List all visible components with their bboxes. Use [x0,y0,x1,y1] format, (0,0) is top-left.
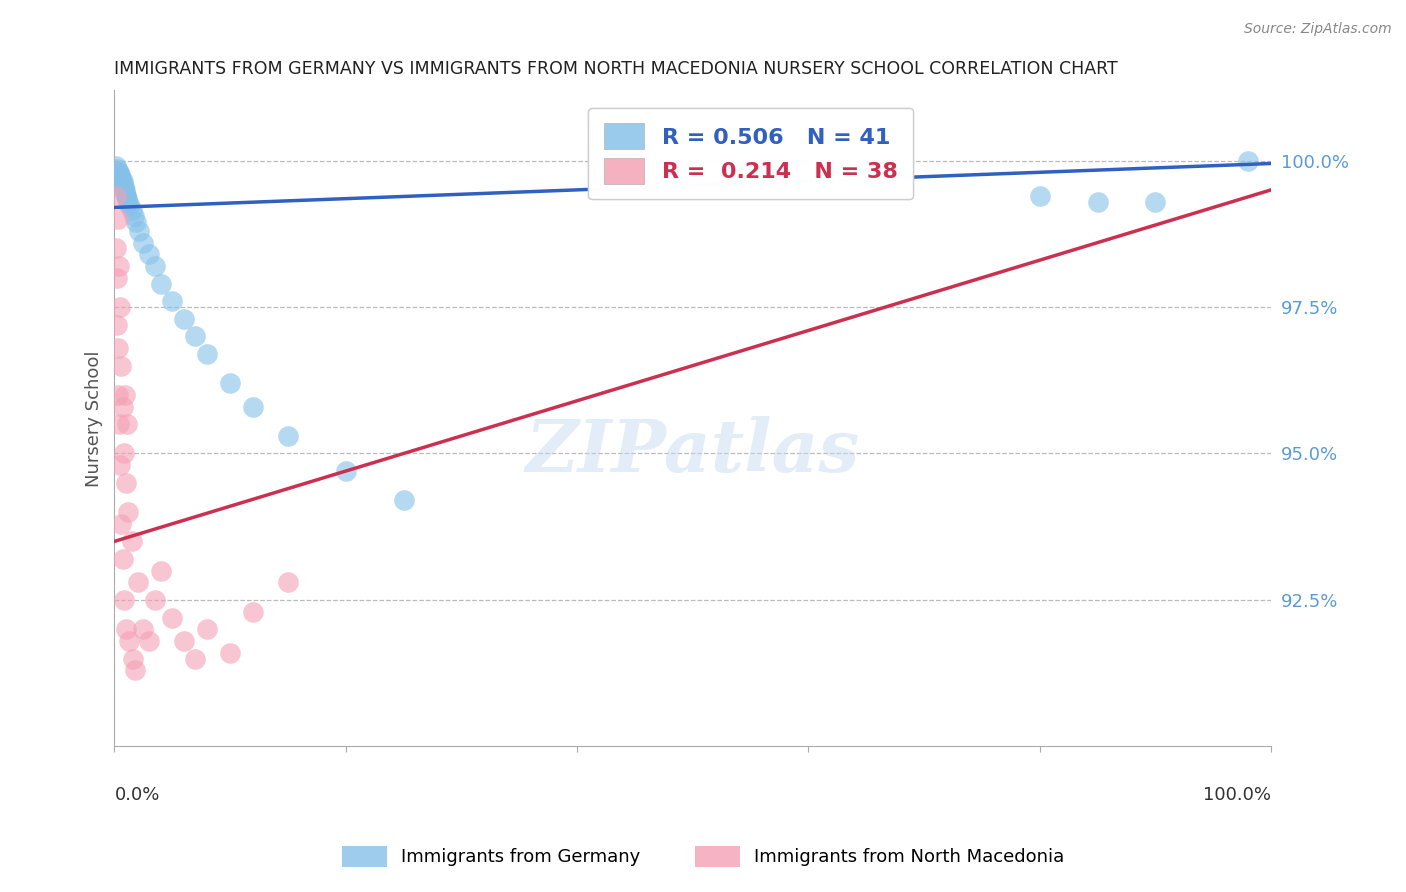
Point [195,622,218,636]
Point [114,183,136,197]
Text: IMMIGRANTS FROM GERMANY VS IMMIGRANTS FROM NORTH MACEDONIA NURSERY SCHOOL CORREL: IMMIGRANTS FROM GERMANY VS IMMIGRANTS FR… [114,60,1118,78]
Point [112,446,135,460]
Point [124,663,146,677]
Point [127,575,149,590]
Point [114,186,136,200]
Point [162,294,184,309]
Point [118,197,141,211]
Point [108,171,131,186]
Point [105,270,128,285]
Point [162,610,184,624]
Point [392,493,415,508]
Point [173,311,195,326]
Point [242,605,264,619]
Point [108,300,131,314]
Point [1237,153,1260,168]
Point [105,162,128,177]
Point [122,651,145,665]
Point [242,400,264,414]
Point [335,464,357,478]
Point [108,417,131,432]
Point [117,194,139,209]
Point [108,165,131,179]
Text: 0.0%: 0.0% [114,786,160,804]
Point [115,475,138,490]
Text: 100.0%: 100.0% [1204,786,1271,804]
Point [111,174,134,188]
Point [149,277,172,291]
Point [112,183,135,197]
Text: ZIPatlas: ZIPatlas [526,416,860,487]
Text: Source: ZipAtlas.com: Source: ZipAtlas.com [1244,22,1392,37]
Point [107,165,129,179]
Point [111,552,134,566]
Point [110,174,132,188]
Point [184,651,207,665]
Point [143,259,166,273]
Point [138,634,160,648]
Point [112,593,135,607]
Point [219,376,242,391]
Point [121,534,143,549]
Point [110,359,132,373]
Point [122,209,145,223]
Point [115,417,138,432]
Point [132,235,155,250]
Point [110,171,132,186]
Point [108,168,131,182]
Point [277,575,299,590]
Point [115,188,138,202]
Y-axis label: Nursery School: Nursery School [86,350,103,487]
Point [107,212,129,227]
Point [1087,194,1109,209]
Point [108,259,131,273]
Point [108,168,131,182]
Point [104,160,127,174]
Point [184,329,207,343]
Point [111,400,134,414]
Point [1144,194,1167,209]
Point [125,215,148,229]
Point [128,224,150,238]
Point [112,180,135,194]
Point [111,177,134,191]
Point [108,458,131,473]
Point [1029,188,1052,202]
Legend: Immigrants from Germany, Immigrants from North Macedonia: Immigrants from Germany, Immigrants from… [335,838,1071,874]
Point [110,516,132,531]
Point [115,188,138,202]
Point [138,247,160,261]
Point [114,388,136,402]
Point [149,564,172,578]
Point [117,505,139,519]
Point [115,192,138,206]
Point [107,341,129,355]
Point [104,188,127,202]
Point [115,622,138,636]
Point [104,242,127,256]
Point [143,593,166,607]
Point [105,318,128,332]
Point [107,388,129,402]
Point [277,429,299,443]
Point [118,634,141,648]
Point [121,203,143,218]
Point [173,634,195,648]
Point [219,646,242,660]
Point [195,347,218,361]
Legend: R = 0.506   N = 41, R =  0.214   N = 38: R = 0.506 N = 41, R = 0.214 N = 38 [588,108,912,199]
Point [132,622,155,636]
